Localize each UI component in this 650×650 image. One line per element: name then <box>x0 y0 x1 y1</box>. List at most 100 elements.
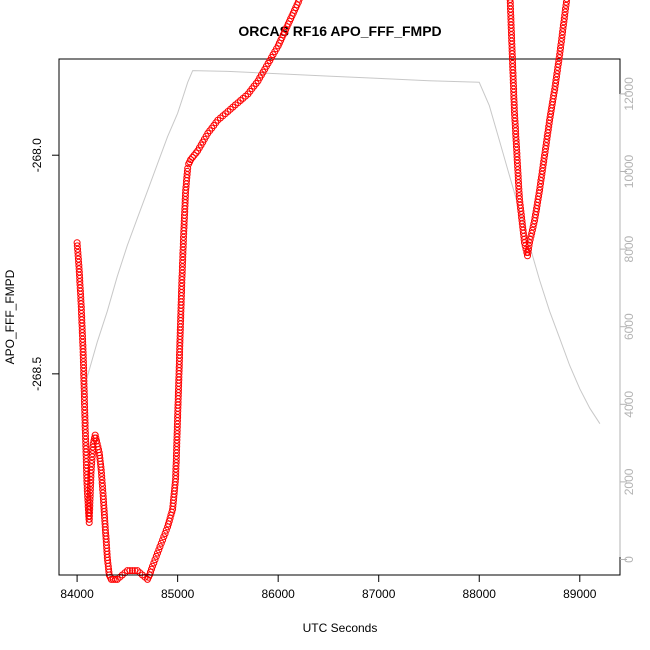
data-point <box>543 135 551 143</box>
data-point <box>553 73 560 81</box>
data-point <box>98 469 105 477</box>
data-point <box>87 463 95 471</box>
data-point <box>82 435 90 443</box>
data-point <box>173 427 181 434</box>
data-point <box>74 255 82 263</box>
x-tick-label: 84000 <box>60 587 94 601</box>
data-point <box>528 229 536 237</box>
data-point <box>294 0 302 6</box>
data-point <box>563 0 571 3</box>
data-point <box>562 0 570 6</box>
data-point <box>524 249 532 256</box>
data-point <box>538 167 546 175</box>
data-point <box>178 282 186 290</box>
data-point <box>562 1 570 9</box>
y2-tick-label: 4000 <box>622 391 636 418</box>
data-point <box>525 245 532 253</box>
data-point <box>295 0 303 3</box>
x-axis-label: UTC Seconds <box>303 621 378 635</box>
x-tick-label: 89000 <box>563 587 597 601</box>
data-point <box>560 18 568 26</box>
data-point <box>86 496 94 504</box>
data-point <box>86 509 93 517</box>
data-point <box>554 60 562 68</box>
data-point <box>559 24 567 32</box>
data-point <box>83 464 90 472</box>
data-point <box>82 438 90 446</box>
x-tick-label: 85000 <box>161 587 195 601</box>
data-point <box>179 256 187 264</box>
data-point <box>512 137 520 145</box>
y-axis-label: APO_FFF_FMPD <box>3 269 17 364</box>
data-point <box>85 515 93 523</box>
data-point <box>178 279 186 287</box>
y-axis-right: 0 2000 4000 6000 8000 10000 12000 <box>619 77 636 563</box>
data-point <box>157 539 165 547</box>
data-point <box>80 380 88 388</box>
data-point <box>558 31 566 39</box>
data-point <box>79 354 87 362</box>
data-point <box>88 453 96 461</box>
data-point <box>86 505 94 513</box>
data-point <box>511 111 519 119</box>
data-point <box>73 242 81 250</box>
data-point <box>561 8 569 16</box>
data-point <box>184 164 192 172</box>
data-point <box>81 422 89 430</box>
data-point <box>553 70 561 78</box>
data-point <box>128 567 136 575</box>
data-point <box>80 374 88 382</box>
data-point <box>512 133 520 141</box>
y2-tick-label: 10000 <box>622 155 636 189</box>
data-point <box>149 562 156 570</box>
data-point <box>540 154 548 162</box>
data-point <box>159 536 167 544</box>
data-point <box>513 146 521 154</box>
x-tick-label: 87000 <box>362 587 396 601</box>
data-point <box>74 252 82 260</box>
data-point <box>514 166 522 174</box>
data-point <box>154 549 161 557</box>
data-point <box>536 183 544 191</box>
data-point <box>98 476 106 484</box>
data-point <box>183 167 191 175</box>
data-point <box>189 153 196 161</box>
data-point <box>524 252 531 260</box>
data-point <box>178 273 186 281</box>
data-point <box>162 526 170 534</box>
data-point <box>87 473 95 481</box>
data-point <box>83 467 91 475</box>
data-point <box>73 239 81 247</box>
data-point <box>81 409 89 417</box>
data-point <box>525 242 533 250</box>
data-point <box>179 259 186 267</box>
data-point <box>541 151 549 159</box>
data-point <box>80 364 88 372</box>
data-point <box>536 186 544 194</box>
data-point <box>87 476 95 484</box>
y2-tick-label: 12000 <box>622 77 636 111</box>
data-point <box>556 51 564 59</box>
data-point <box>87 466 95 474</box>
data-point <box>97 466 105 474</box>
data-point <box>513 150 521 158</box>
data-point <box>540 158 548 166</box>
data-point <box>123 567 131 575</box>
x-tick-label: 86000 <box>261 587 295 601</box>
data-point <box>81 403 89 411</box>
data-point <box>81 400 88 408</box>
data-point <box>148 565 155 573</box>
data-point <box>80 361 87 369</box>
data-point <box>98 479 106 487</box>
data-point <box>81 413 89 421</box>
data-point <box>552 76 560 84</box>
data-point <box>109 575 117 583</box>
series-secondary <box>81 70 601 424</box>
data-point <box>74 249 82 256</box>
data-point <box>558 34 566 42</box>
data-point <box>172 456 180 463</box>
data-point <box>160 533 168 541</box>
data-point <box>515 182 523 190</box>
